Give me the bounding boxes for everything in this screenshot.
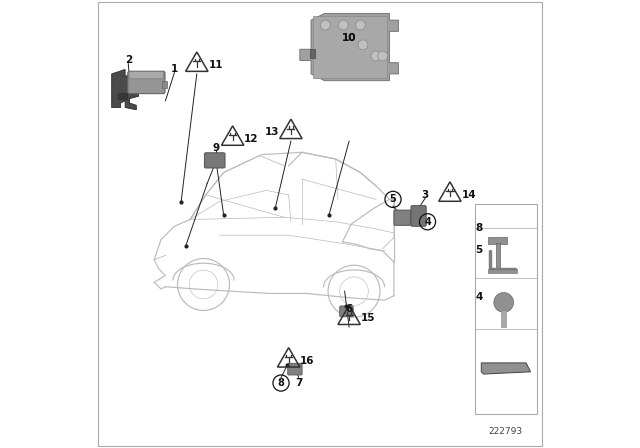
FancyBboxPatch shape [394, 210, 411, 225]
Circle shape [494, 293, 513, 312]
Text: 3: 3 [422, 190, 429, 200]
Bar [495, 243, 500, 267]
Circle shape [358, 40, 368, 50]
FancyBboxPatch shape [204, 153, 225, 168]
Bar [501, 310, 506, 327]
Text: 4: 4 [476, 292, 483, 302]
FancyBboxPatch shape [128, 71, 165, 94]
Polygon shape [481, 363, 531, 374]
Bar [163, 81, 167, 88]
Circle shape [339, 20, 348, 30]
FancyBboxPatch shape [340, 306, 353, 317]
Text: 222793: 222793 [489, 426, 523, 436]
Bar [474, 204, 538, 414]
Text: 10: 10 [342, 33, 356, 43]
Polygon shape [300, 13, 398, 81]
FancyBboxPatch shape [288, 363, 302, 375]
Text: 15: 15 [361, 313, 375, 323]
Text: 10: 10 [342, 33, 356, 43]
Text: 9: 9 [212, 143, 220, 153]
Text: 6: 6 [346, 304, 353, 314]
Bar [488, 269, 517, 273]
Circle shape [321, 20, 330, 30]
FancyBboxPatch shape [411, 206, 426, 226]
Text: 8: 8 [278, 378, 284, 388]
Circle shape [355, 20, 365, 30]
Text: 16: 16 [300, 356, 315, 366]
Bar [310, 49, 315, 58]
Text: 1: 1 [171, 65, 178, 74]
Bar [488, 237, 507, 244]
Bar [314, 16, 387, 78]
Circle shape [378, 51, 388, 61]
Text: 5: 5 [476, 245, 483, 255]
Text: 13: 13 [265, 127, 279, 137]
Text: 5: 5 [390, 194, 396, 204]
Circle shape [371, 51, 381, 61]
Text: 4: 4 [424, 217, 431, 227]
Text: 11: 11 [209, 60, 223, 70]
Text: 8: 8 [476, 224, 483, 233]
Bar [118, 93, 127, 99]
Text: 12: 12 [244, 134, 259, 144]
Text: 7: 7 [295, 378, 303, 388]
Text: 2: 2 [125, 56, 132, 65]
Polygon shape [111, 69, 138, 110]
Text: 14: 14 [461, 190, 476, 200]
FancyBboxPatch shape [129, 72, 164, 79]
